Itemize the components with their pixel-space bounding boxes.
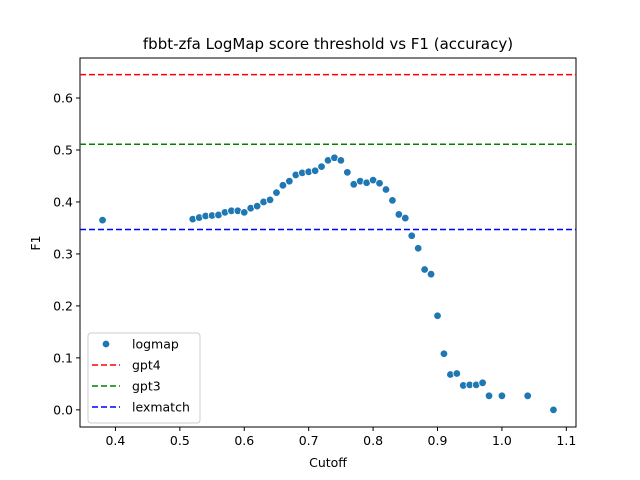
x-tick-label: 0.7 — [299, 433, 319, 448]
logmap-point — [484, 391, 494, 401]
y-tick-label: 0.6 — [53, 91, 73, 106]
x-tick-label: 0.8 — [363, 433, 383, 448]
logmap-point — [252, 201, 262, 211]
x-tick-label: 0.9 — [428, 433, 448, 448]
logmap-point — [478, 378, 487, 388]
logmap-point — [394, 210, 404, 219]
x-tick-label: 1.1 — [556, 433, 576, 448]
logmap-point — [433, 311, 442, 320]
logmap-point — [497, 391, 507, 401]
legend-box — [87, 332, 201, 424]
legend-label-lexmatch: lexmatch — [132, 400, 190, 415]
logmap-point — [240, 208, 249, 217]
logmap-point — [381, 185, 391, 194]
legend-label-gpt4: gpt4 — [132, 358, 161, 373]
y-axis-title: F1 — [28, 235, 43, 250]
logmap-point — [407, 231, 416, 240]
plot-area: 0.4 0.5 0.6 0.7 0.8 0.9 1.0 1.1 0.0 0.1 0.2 0.3 0.4 0… — [53, 57, 577, 448]
logmap-point — [523, 391, 532, 401]
logmap-point — [388, 196, 397, 205]
y-tick-label: 0.2 — [53, 298, 73, 313]
chart-title: fbbt-zfa LogMap score threshold vs F1 (a… — [143, 35, 513, 53]
y-tick-label: 0.4 — [53, 194, 73, 209]
logmap-point — [278, 181, 288, 190]
logmap-point — [98, 215, 107, 225]
logmap-point — [285, 176, 294, 186]
legend-label-logmap: logmap — [132, 337, 179, 352]
legend-marker-logmap — [101, 339, 111, 349]
x-axis-title: Cutoff — [309, 455, 347, 470]
x-tick-label: 1.0 — [492, 433, 512, 448]
y-tick-label: 0.1 — [53, 350, 73, 365]
logmap-point — [413, 244, 423, 253]
logmap-point — [375, 179, 384, 188]
y-tick-label: 0.5 — [53, 142, 73, 157]
logmap-point — [420, 265, 429, 274]
y-tick-label: 0.0 — [53, 402, 73, 417]
x-tick-label: 0.5 — [170, 433, 190, 448]
logmap-point — [265, 195, 275, 205]
y-tick-label: 0.3 — [53, 246, 73, 261]
x-tick-label: 0.4 — [105, 433, 125, 448]
x-tick-label: 0.6 — [234, 433, 254, 448]
legend-label-gpt3: gpt3 — [132, 379, 161, 394]
logmap-point — [549, 405, 558, 415]
logmap-point — [310, 166, 320, 175]
logmap-point — [336, 156, 346, 165]
logmap-point — [401, 213, 410, 223]
logmap-point — [272, 188, 281, 197]
axes-frame — [79, 57, 577, 428]
logmap-point — [439, 349, 449, 358]
logmap-point — [343, 168, 352, 177]
logmap-point — [317, 162, 326, 171]
logmap-point — [426, 270, 436, 279]
logmap-point — [452, 369, 462, 378]
legend: logmap gpt4 gpt3 lexmatch — [87, 332, 201, 424]
